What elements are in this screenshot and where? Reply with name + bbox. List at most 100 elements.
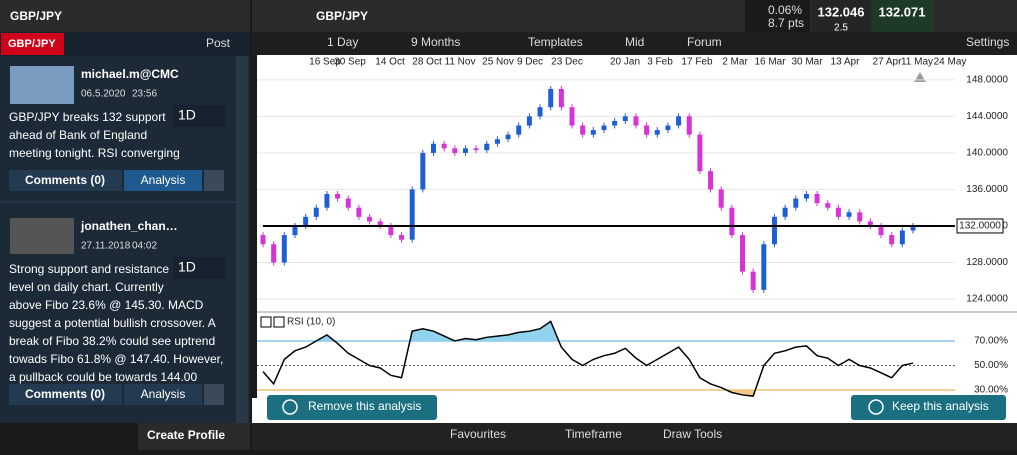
analysis-button[interactable] bbox=[124, 170, 202, 191]
candle-body bbox=[601, 125, 607, 131]
spread: 2.5 bbox=[834, 23, 848, 34]
keep-button[interactable] bbox=[851, 395, 1006, 420]
candle-body bbox=[654, 130, 660, 135]
timeframe-box bbox=[173, 257, 225, 279]
keep-icon bbox=[868, 399, 884, 415]
candle-body bbox=[857, 212, 863, 222]
comments-label: Comments (0) bbox=[25, 173, 105, 187]
scrollbar[interactable] bbox=[236, 56, 248, 423]
candle-body bbox=[313, 207, 319, 217]
x-tick-label: 3 Feb bbox=[647, 57, 673, 68]
flag-button[interactable] bbox=[204, 384, 224, 405]
rsi-overbought-fill bbox=[263, 321, 913, 341]
candle-body bbox=[910, 225, 916, 231]
tab[interactable] bbox=[1, 33, 64, 55]
bottom-bar-item: Timeframe bbox=[565, 427, 622, 441]
candle-body bbox=[430, 143, 436, 153]
rsi-tick-label: 70.00% bbox=[974, 336, 1008, 347]
candle-body bbox=[750, 271, 756, 290]
candle-body bbox=[558, 88, 564, 108]
comments-button[interactable] bbox=[9, 170, 122, 191]
close-indicator[interactable] bbox=[260, 316, 272, 328]
flag-button[interactable] bbox=[204, 170, 224, 191]
toolbar-item: Templates bbox=[528, 35, 583, 49]
x-tick-label: 24 May bbox=[934, 57, 967, 68]
x-tick-label: 20 Jan bbox=[610, 57, 640, 68]
x-tick-label: 11 Nov bbox=[445, 57, 476, 68]
avatar bbox=[10, 218, 74, 254]
candle-body bbox=[846, 212, 852, 217]
candle-body bbox=[377, 221, 383, 226]
toolbar-item: Settings bbox=[966, 35, 1009, 49]
post-text: ahead of Bank of England bbox=[9, 128, 147, 142]
candle-body bbox=[388, 225, 394, 236]
x-tick-label: 16 Mar bbox=[754, 57, 786, 68]
symbol: GBP/JPY bbox=[316, 9, 368, 23]
candle-body bbox=[782, 207, 788, 217]
minimize-indicator[interactable] bbox=[273, 316, 285, 328]
post-text: meeting tonight. RSI converging bbox=[9, 146, 180, 160]
remove-icon bbox=[282, 399, 298, 415]
x-tick-label: 16 Sep bbox=[309, 57, 341, 68]
candle-body bbox=[708, 171, 714, 190]
x-tick-label: 17 Feb bbox=[681, 57, 713, 68]
candle-body bbox=[345, 198, 351, 208]
candle-body bbox=[771, 216, 777, 245]
x-tick-label: 2 Mar bbox=[722, 57, 748, 68]
candle-body bbox=[281, 235, 287, 263]
ask-box[interactable] bbox=[872, 0, 933, 32]
rsi-tick-label: 50.00% bbox=[974, 360, 1008, 371]
y-tick-label: 124.0000 bbox=[966, 294, 1008, 305]
candle-body bbox=[420, 152, 426, 190]
candle-body bbox=[580, 125, 586, 135]
candle-body bbox=[878, 225, 884, 236]
comments-button[interactable] bbox=[9, 384, 122, 405]
post-text: Strong support and resistance bbox=[9, 262, 169, 276]
change-box bbox=[745, 0, 810, 32]
bid: 132.046 bbox=[818, 4, 865, 19]
candle-body bbox=[814, 194, 820, 204]
x-tick-label: 23 Dec bbox=[551, 57, 583, 68]
candle-body bbox=[356, 207, 362, 217]
toolbar-item: Mid bbox=[625, 35, 644, 49]
bottom-bar bbox=[252, 423, 1017, 450]
post-date: 06.5.2020 bbox=[81, 89, 126, 100]
candle-body bbox=[335, 194, 341, 199]
candle-body bbox=[740, 235, 746, 272]
keep-label: Keep this analysis bbox=[892, 399, 989, 413]
post-text: above Fibo 23.6% @ 145.30. MACD bbox=[9, 298, 204, 312]
candle-body bbox=[665, 125, 671, 131]
candle-body bbox=[271, 244, 277, 263]
candle-body bbox=[537, 107, 543, 117]
x-tick-label: 28 Oct bbox=[412, 57, 442, 68]
candle-body bbox=[761, 244, 767, 290]
bid-box[interactable] bbox=[812, 0, 870, 32]
toolbar-item: Forum bbox=[687, 35, 722, 49]
x-tick-label: 27 Apr bbox=[873, 57, 903, 68]
candle-body bbox=[729, 207, 735, 236]
candle-body bbox=[644, 125, 650, 135]
post-date: 27.11.2018 bbox=[81, 241, 131, 252]
remove-label: Remove this analysis bbox=[308, 399, 421, 413]
post-time: 23:56 bbox=[132, 89, 157, 100]
create-profile-button[interactable] bbox=[138, 423, 250, 450]
x-tick-label: 9 Dec bbox=[517, 57, 543, 68]
create-profile-label: Create Profile bbox=[147, 428, 225, 442]
avatar bbox=[10, 66, 74, 104]
analysis-button[interactable] bbox=[124, 384, 202, 405]
change-points: 8.7 pts bbox=[768, 16, 804, 30]
panel-title: GBP/JPY bbox=[10, 9, 62, 23]
candle-body bbox=[494, 139, 500, 144]
candle-body bbox=[612, 120, 618, 126]
y-tick-label: 128.0000 bbox=[966, 257, 1008, 268]
post-time: 04:02 bbox=[132, 241, 157, 252]
panel-header bbox=[0, 0, 250, 32]
tab-label: GBP/JPY bbox=[8, 38, 56, 50]
candle-body bbox=[622, 116, 628, 121]
remove-button[interactable] bbox=[267, 395, 437, 420]
candle-body bbox=[835, 207, 841, 217]
rsi-line bbox=[262, 320, 914, 397]
candle-body bbox=[569, 107, 575, 126]
analysis-label: Analysis bbox=[141, 387, 186, 401]
